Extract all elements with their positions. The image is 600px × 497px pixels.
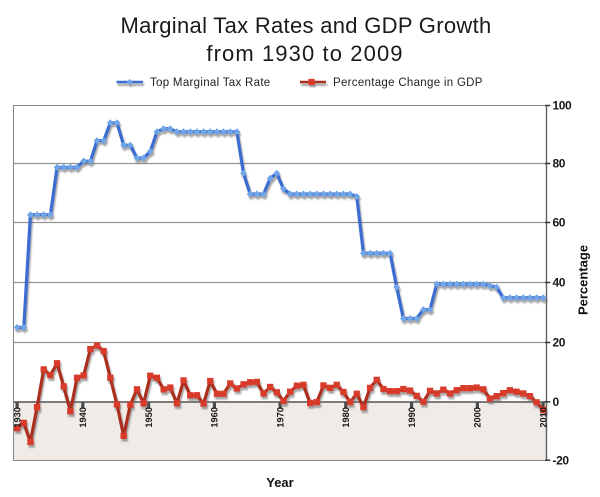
svg-text:-20: -20: [553, 453, 570, 467]
svg-text:Marginal Tax Rates and GDP Gro: Marginal Tax Rates and GDP Growth: [120, 13, 491, 38]
svg-text:from 1930 to 2009: from 1930 to 2009: [206, 41, 403, 66]
svg-text:Percentage: Percentage: [576, 245, 591, 315]
svg-text:1940: 1940: [78, 407, 88, 427]
svg-text:1930: 1930: [12, 407, 22, 427]
svg-text:40: 40: [553, 276, 566, 290]
svg-text:20: 20: [553, 336, 566, 350]
svg-text:Year: Year: [266, 475, 293, 490]
svg-text:100: 100: [553, 99, 573, 113]
svg-text:Percentage Change in GDP: Percentage Change in GDP: [333, 77, 483, 89]
svg-text:1970: 1970: [275, 407, 285, 427]
svg-text:2010: 2010: [538, 407, 548, 427]
svg-text:60: 60: [553, 216, 566, 230]
svg-text:1990: 1990: [407, 407, 417, 427]
svg-text:0: 0: [553, 395, 560, 409]
svg-text:1950: 1950: [144, 407, 154, 427]
svg-text:Top Marginal Tax Rate: Top Marginal Tax Rate: [150, 77, 271, 89]
svg-text:1960: 1960: [210, 407, 220, 427]
svg-text:2000: 2000: [473, 407, 483, 427]
svg-text:80: 80: [553, 157, 566, 171]
svg-text:1980: 1980: [341, 407, 351, 427]
